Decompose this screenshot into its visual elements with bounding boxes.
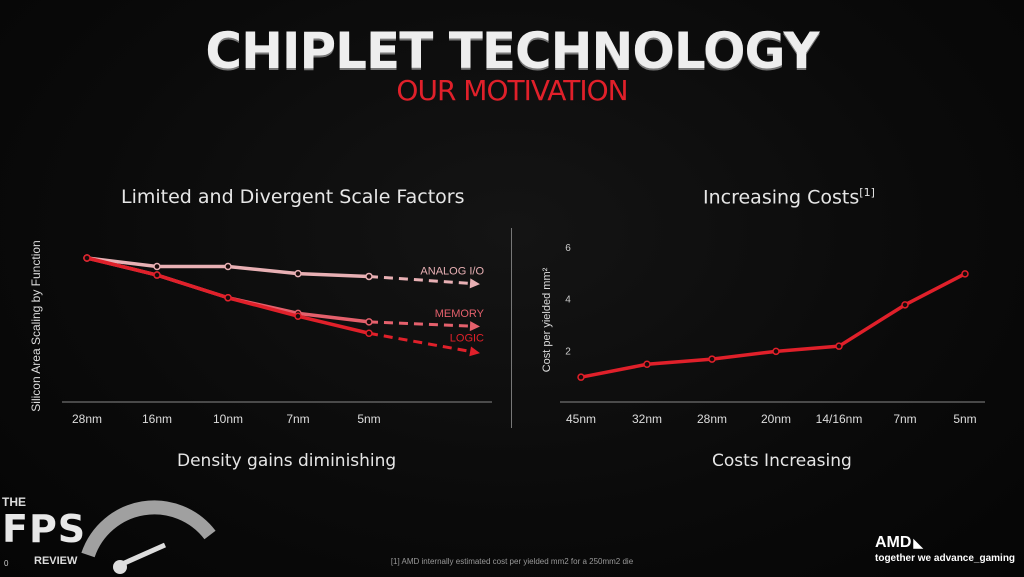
left-chart-title: Limited and Divergent Scale Factors xyxy=(121,186,465,208)
data-point xyxy=(224,262,232,271)
left-chart-caption: Density gains diminishing xyxy=(177,451,397,471)
amd-tagline: together we advance_gaming xyxy=(875,553,1016,564)
cost-series-line xyxy=(580,272,966,379)
amd-logo: AMD ◣ xyxy=(875,534,923,552)
watermark-number: 0 xyxy=(4,559,9,568)
data-point xyxy=(153,262,161,271)
right-x-tick-label: 32nm xyxy=(632,412,662,426)
data-point xyxy=(708,355,716,363)
right-x-tick-label: 28nm xyxy=(697,412,727,426)
data-point xyxy=(224,294,232,302)
left-x-tick-label: 10nm xyxy=(213,412,243,426)
series-projection-dashed xyxy=(368,320,473,328)
amd-arrow-icon: ◣ xyxy=(913,536,923,550)
left-y-axis-label: Silicon Area Scaling by Function xyxy=(29,240,43,411)
right-y-tick-label: 4 xyxy=(565,295,571,306)
watermark-fps: FPS xyxy=(2,507,87,551)
panel-divider xyxy=(511,228,512,428)
data-point xyxy=(643,360,651,369)
fps-review-watermark: THE FPS REVIEW 0 xyxy=(0,495,220,577)
data-point xyxy=(835,342,843,350)
right-chart-title-text: Increasing Costs xyxy=(703,186,860,209)
right-chart-title: Increasing Costs[1] xyxy=(703,186,875,208)
series-projection-dashed xyxy=(368,331,473,354)
right-chart-caption: Costs Increasing xyxy=(712,451,852,471)
left-x-tick-label: 7nm xyxy=(286,412,309,426)
right-x-tick-label: 45nm xyxy=(566,412,596,426)
data-point xyxy=(294,269,302,278)
data-point xyxy=(83,254,91,262)
series-arrowhead xyxy=(469,346,480,357)
right-y-axis-label: Cost per yielded mm² xyxy=(541,267,553,372)
amd-logo-text: AMD xyxy=(875,534,912,551)
data-point xyxy=(294,312,302,320)
right-x-tick-label: 20nm xyxy=(761,412,791,426)
right-y-tick-label: 2 xyxy=(565,346,571,357)
left-x-tick-label: 16nm xyxy=(142,412,172,426)
right-x-tick-label: 7nm xyxy=(893,412,916,426)
watermark-review: REVIEW xyxy=(34,555,78,567)
series-label: ANALOG I/O xyxy=(420,266,484,278)
series-label: LOGIC xyxy=(450,333,484,345)
data-point xyxy=(365,329,373,338)
right-x-tick-label: 14/16nm xyxy=(816,412,863,426)
right-chart-title-ref: [1] xyxy=(859,186,875,199)
slide-subtitle: OUR MOTIVATION xyxy=(396,74,628,107)
watermark-the: THE xyxy=(2,495,26,509)
series-projection-dashed xyxy=(368,274,473,286)
data-point xyxy=(772,347,780,356)
speedometer-icon xyxy=(81,500,216,574)
data-point xyxy=(577,373,585,381)
footnote: [1] AMD internally estimated cost per yi… xyxy=(390,557,634,566)
data-point xyxy=(365,272,373,281)
data-point xyxy=(961,270,969,278)
data-point xyxy=(365,318,373,326)
series-label: MEMORY xyxy=(435,308,485,320)
data-point xyxy=(153,271,161,279)
slide-title: CHIPLET TECHNOLOGY xyxy=(205,22,819,80)
series-arrowhead xyxy=(469,278,480,289)
series-arrowhead xyxy=(469,321,480,332)
right-x-tick-label: 5nm xyxy=(953,412,976,426)
right-y-tick-label: 6 xyxy=(565,243,571,254)
left-x-tick-label: 5nm xyxy=(357,412,380,426)
data-point xyxy=(901,301,909,309)
left-x-tick-label: 28nm xyxy=(72,412,102,426)
